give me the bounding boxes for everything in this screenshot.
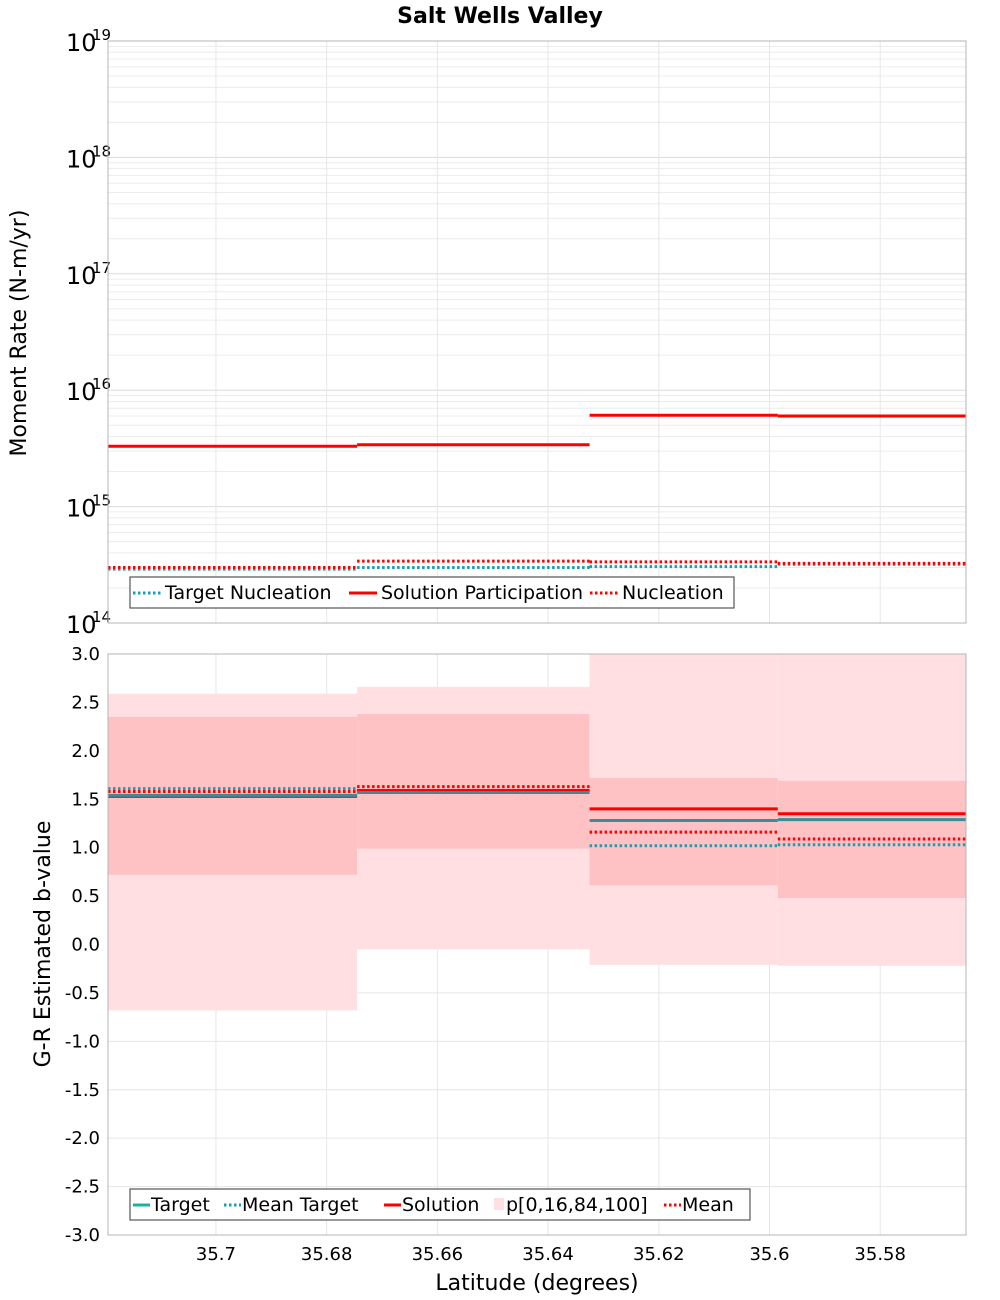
percentile-band-inner [357, 714, 590, 849]
top-y-tick-label: 10 [66, 29, 97, 57]
b-value-panel: -3.0 -2.5 -2.0 -1.5 -1.0 -0.5 0.0 0.5 1.0 1.5 2.0 2… [65, 644, 967, 1265]
top-legend: Target Nucleation Solution Participation N… [129, 576, 735, 609]
legend-item-solution-participation-label: Solution Participation [381, 582, 583, 604]
top-y-tick-label: 10 [66, 145, 97, 173]
percentile-band-inner [589, 777, 778, 886]
x-tick-label: 35.64 [522, 1244, 574, 1265]
top-y-tick-label: 10 [66, 262, 97, 290]
bottom-y-axis-label: G-R Estimated b-value [31, 821, 56, 1068]
bottom-y-tick-label: -2.0 [65, 1128, 100, 1149]
bottom-y-tick-label: 2.5 [71, 692, 100, 713]
x-tick-label: 35.66 [412, 1244, 464, 1265]
x-axis-label: Latitude (degrees) [435, 1271, 638, 1296]
top-plot-area [108, 41, 966, 623]
legend-item-solution-label: Solution [402, 1194, 479, 1216]
top-y-axis-label: Moment Rate (N-m/yr) [7, 210, 32, 457]
bottom-y-tick-label: 2.0 [71, 741, 100, 762]
bottom-y-tick-label: -0.5 [65, 983, 100, 1004]
legend-item-nucleation-label: Nucleation [622, 582, 724, 604]
top-y-tick-label: 10 [66, 378, 97, 406]
x-tick-label: 35.58 [854, 1244, 906, 1265]
top-y-tick-exponent: 19 [92, 26, 111, 44]
top-y-tick-exponent: 18 [92, 142, 111, 160]
top-y-tick-exponent: 14 [92, 608, 111, 626]
bottom-y-tick-label: 3.0 [71, 644, 100, 665]
legend-item-mean-target-label: Mean Target [242, 1194, 359, 1216]
top-legend-box [129, 576, 735, 609]
top-plot-border [107, 40, 967, 624]
bottom-y-tick-label: 0.0 [71, 935, 100, 956]
top-y-tick-label: 10 [66, 495, 97, 523]
bottom-y-tick-label: -3.0 [65, 1225, 100, 1246]
legend-item-percentiles-swatch [494, 1198, 504, 1210]
x-tick-label: 35.68 [301, 1244, 353, 1265]
bottom-legend-box [129, 1188, 751, 1221]
bottom-y-tick-label: -2.5 [65, 1177, 100, 1198]
top-y-tick-label: 10 [66, 611, 97, 639]
bottom-y-tick-label: 1.0 [71, 838, 100, 859]
top-y-tick-exponent: 17 [92, 259, 111, 277]
x-tick-label: 35.6 [749, 1244, 789, 1265]
legend-item-target-label: Target [150, 1194, 210, 1216]
bottom-y-tick-label: -1.0 [65, 1031, 100, 1052]
chart-title: Salt Wells Valley [397, 4, 603, 29]
x-tick-label: 35.7 [196, 1244, 236, 1265]
bottom-plot-border [107, 653, 967, 1236]
percentile-band-inner [777, 780, 966, 899]
legend-item-target-nucleation-label: Target Nucleation [164, 582, 332, 604]
legend-item-mean-label: Mean [682, 1194, 734, 1216]
bottom-y-tick-label: -1.5 [65, 1080, 100, 1101]
bottom-y-tick-label: 1.5 [71, 789, 100, 810]
legend-item-percentiles-label: p[0,16,84,100] [506, 1194, 648, 1216]
bottom-legend: Target Mean Target Solution p[0,16,84,100] M… [129, 1188, 751, 1221]
x-tick-label: 35.62 [633, 1244, 685, 1265]
top-y-tick-exponent: 16 [92, 375, 111, 393]
bottom-y-tick-label: 0.5 [71, 886, 100, 907]
top-y-tick-exponent: 15 [92, 492, 111, 510]
